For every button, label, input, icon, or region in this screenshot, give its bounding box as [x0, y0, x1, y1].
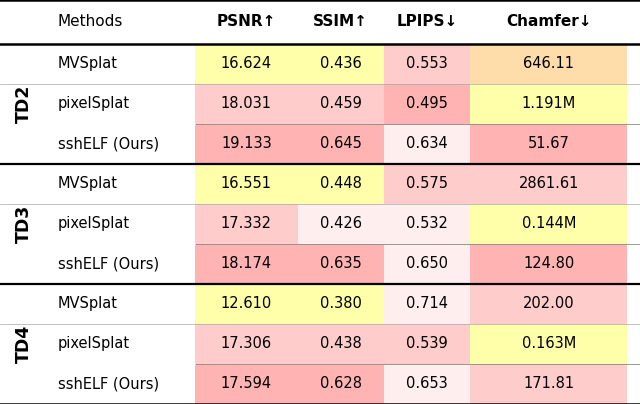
Text: 16.551: 16.551 [221, 176, 272, 191]
Text: pixelSplat: pixelSplat [58, 96, 130, 111]
Bar [48, 284, 195, 324]
Text: pixelSplat: pixelSplat [58, 336, 130, 351]
Text: 171.81: 171.81 [524, 376, 574, 391]
Bar [195, 284, 298, 324]
Bar [298, 204, 384, 244]
Bar [298, 124, 384, 164]
Text: 17.332: 17.332 [221, 216, 272, 231]
Bar [470, 284, 627, 324]
Bar [470, 124, 627, 164]
Text: sshELF (Ours): sshELF (Ours) [58, 256, 159, 271]
Text: 0.650: 0.650 [406, 256, 448, 271]
Text: TD2: TD2 [15, 84, 33, 123]
Text: 0.448: 0.448 [320, 176, 362, 191]
Bar [48, 44, 195, 84]
Bar [195, 204, 298, 244]
Text: 202.00: 202.00 [523, 296, 575, 311]
Bar [470, 204, 627, 244]
Bar [298, 164, 384, 204]
Text: 17.594: 17.594 [221, 376, 272, 391]
Text: 18.174: 18.174 [221, 256, 272, 271]
Bar [470, 164, 627, 204]
Bar [384, 164, 470, 204]
Bar [195, 324, 298, 364]
Text: 0.380: 0.380 [320, 296, 362, 311]
Text: MVSplat: MVSplat [58, 296, 118, 311]
Bar [384, 204, 470, 244]
Bar [298, 284, 384, 324]
Text: 0.634: 0.634 [406, 136, 448, 151]
Bar [470, 324, 627, 364]
Bar [48, 364, 195, 404]
Text: 0.144M: 0.144M [522, 216, 576, 231]
Bar [384, 324, 470, 364]
Text: 0.653: 0.653 [406, 376, 448, 391]
Bar [195, 44, 298, 84]
Bar [298, 364, 384, 404]
Text: 0.645: 0.645 [320, 136, 362, 151]
Bar [384, 364, 470, 404]
Bar [298, 244, 384, 284]
Bar [48, 84, 195, 124]
Text: 0.438: 0.438 [320, 336, 362, 351]
Text: MVSplat: MVSplat [58, 56, 118, 71]
Text: 124.80: 124.80 [523, 256, 575, 271]
Bar [384, 44, 470, 84]
Bar [384, 244, 470, 284]
Text: 16.624: 16.624 [221, 56, 272, 71]
Text: 0.635: 0.635 [320, 256, 362, 271]
Text: Chamfer↓: Chamfer↓ [506, 14, 591, 29]
Bar [470, 244, 627, 284]
Bar [470, 84, 627, 124]
Bar [195, 124, 298, 164]
Text: 0.426: 0.426 [320, 216, 362, 231]
Bar [195, 164, 298, 204]
Bar [48, 204, 195, 244]
Bar [48, 164, 195, 204]
Text: Methods: Methods [58, 14, 123, 29]
Text: 0.628: 0.628 [320, 376, 362, 391]
Bar [384, 284, 470, 324]
Text: SSIM↑: SSIM↑ [314, 14, 368, 29]
Text: MVSplat: MVSplat [58, 176, 118, 191]
Text: 0.532: 0.532 [406, 216, 448, 231]
Bar [195, 84, 298, 124]
Bar [298, 324, 384, 364]
Text: sshELF (Ours): sshELF (Ours) [58, 136, 159, 151]
Text: 646.11: 646.11 [524, 56, 574, 71]
Text: pixelSplat: pixelSplat [58, 216, 130, 231]
Text: 12.610: 12.610 [221, 296, 272, 311]
Text: 0.436: 0.436 [320, 56, 362, 71]
Text: 0.714: 0.714 [406, 296, 448, 311]
Text: 0.553: 0.553 [406, 56, 448, 71]
Bar [298, 84, 384, 124]
Bar [384, 84, 470, 124]
Bar [195, 244, 298, 284]
Text: 0.575: 0.575 [406, 176, 448, 191]
Bar [470, 44, 627, 84]
Text: PSNR↑: PSNR↑ [217, 14, 276, 29]
Bar [48, 324, 195, 364]
Text: 1.191M: 1.191M [522, 96, 576, 111]
Bar [48, 124, 195, 164]
Text: 0.163M: 0.163M [522, 336, 576, 351]
Text: 2861.61: 2861.61 [518, 176, 579, 191]
Text: 51.67: 51.67 [528, 136, 570, 151]
Text: TD4: TD4 [15, 324, 33, 363]
Bar [48, 244, 195, 284]
Bar [470, 364, 627, 404]
Text: 0.459: 0.459 [320, 96, 362, 111]
Bar [195, 364, 298, 404]
Text: 0.539: 0.539 [406, 336, 448, 351]
Text: TD3: TD3 [15, 204, 33, 243]
Text: 18.031: 18.031 [221, 96, 272, 111]
Text: sshELF (Ours): sshELF (Ours) [58, 376, 159, 391]
Text: 19.133: 19.133 [221, 136, 272, 151]
Bar [298, 44, 384, 84]
Bar [384, 124, 470, 164]
Text: 17.306: 17.306 [221, 336, 272, 351]
Text: LPIPS↓: LPIPS↓ [397, 14, 458, 29]
Text: 0.495: 0.495 [406, 96, 448, 111]
